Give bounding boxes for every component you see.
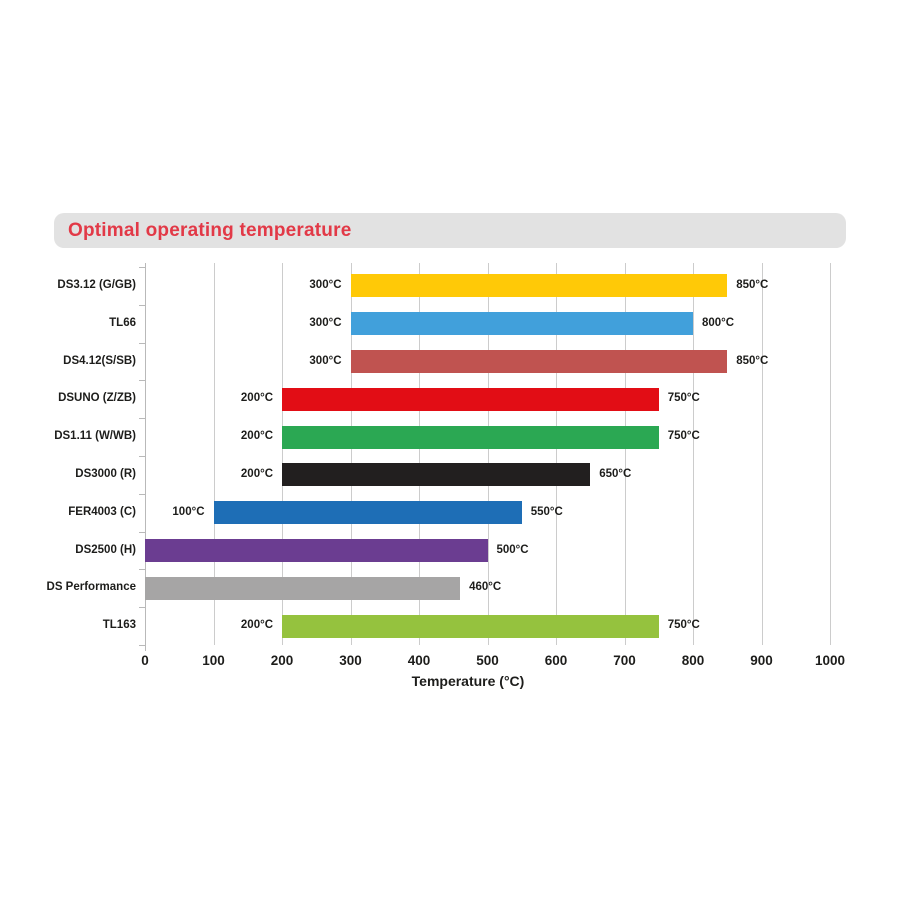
bar [350,350,728,373]
bar-end-label: 750°C [667,392,700,405]
bar-end-label: 850°C [736,354,769,367]
bar [145,576,461,600]
bar-end-label: 460°C [469,581,502,594]
gridline-700 [624,263,626,645]
bar [282,425,659,449]
bar-start-label: 200°C [240,392,273,405]
row-label: DSUNO (Z/ZB) [58,392,136,405]
bar-end-label: 750°C [667,430,700,443]
y-axis-tick [139,456,145,457]
y-axis-tick [139,342,145,344]
title-banner: Optimal operating temperature [54,213,846,248]
x-axis-title: Temperature (°C) [411,673,525,689]
row-label: TL163 [102,619,136,632]
y-axis-tick [139,645,145,646]
bar-start-label: 300°C [309,316,342,329]
row-label: DS4.12(S/SB) [63,354,136,367]
bar-start-label: 200°C [240,467,273,480]
bar-end-label: 550°C [530,505,563,518]
y-axis-tick [139,607,145,609]
bar [213,501,522,525]
chart-title: Optimal operating temperature [68,219,352,241]
x-tick-label-800: 800 [681,653,705,668]
x-tick-label-900: 900 [750,653,773,668]
y-axis-tick [139,304,145,306]
bar-start-label: 300°C [309,354,342,367]
x-tick-label-400: 400 [407,653,431,668]
gridline-300 [350,263,352,645]
y-axis-tick [139,531,145,533]
bar-start-label: 200°C [240,430,273,443]
row-label: DS1.11 (W/WB) [54,430,136,443]
row-label: DS3.12 (G/GB) [57,278,136,291]
gridline-900 [761,263,763,645]
bar [282,614,659,638]
y-axis-tick [139,569,145,571]
gridline-1000 [830,263,831,645]
gridline-200 [282,263,283,645]
y-axis-line [145,263,146,651]
bar-end-label: 850°C [736,278,769,291]
x-tick-label-500: 500 [476,653,499,668]
gridline-500 [487,263,489,645]
bar [145,539,488,562]
gridline-400 [419,263,420,645]
x-tick-label-0: 0 [141,653,149,668]
y-axis-tick [139,493,145,495]
row-label: FER4003 (C) [68,505,136,518]
bar-end-label: 500°C [496,543,529,556]
x-tick-label-1000: 1000 [814,653,846,668]
row-label: TL66 [109,316,136,329]
bar-start-label: 200°C [240,619,273,632]
bar [282,463,591,487]
gridline-600 [556,263,557,645]
x-tick-label-200: 200 [270,653,294,668]
y-axis-tick [139,267,145,268]
bar-start-label: 300°C [309,278,342,291]
row-label: DS3000 (R) [75,467,136,480]
row-label: DS Performance [46,581,136,594]
x-tick-label-600: 600 [544,653,568,668]
bar-end-label: 750°C [667,619,700,632]
bar-start-label: 100°C [172,505,205,518]
y-axis-tick [139,418,145,420]
bar-end-label: 650°C [599,467,632,480]
x-tick-label-100: 100 [202,653,225,668]
bar [350,312,693,336]
bar [282,387,659,411]
y-axis-tick [139,380,145,382]
gridline-800 [693,263,694,645]
gridline-100 [213,263,215,645]
row-label: DS2500 (H) [75,543,136,556]
x-tick-label-300: 300 [339,653,362,668]
x-tick-label-700: 700 [613,653,636,668]
bar [350,274,728,298]
bar-end-label: 800°C [702,316,735,329]
